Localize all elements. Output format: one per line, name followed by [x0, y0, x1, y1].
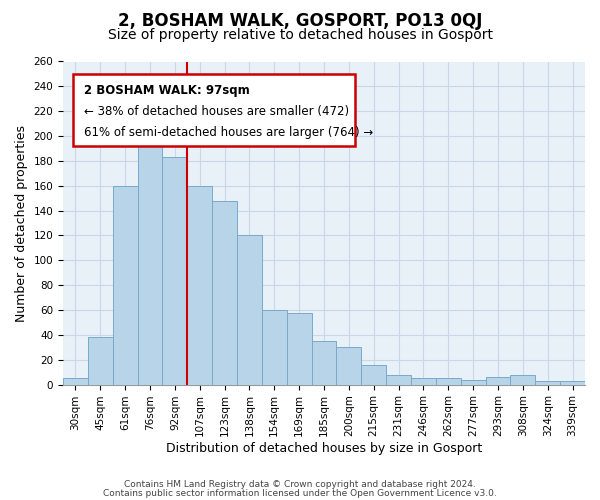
Y-axis label: Number of detached properties: Number of detached properties: [15, 124, 28, 322]
FancyBboxPatch shape: [73, 74, 355, 146]
Bar: [560, 381, 585, 384]
Bar: [212, 200, 237, 384]
Bar: [511, 374, 535, 384]
Text: 61% of semi-detached houses are larger (764) →: 61% of semi-detached houses are larger (…: [84, 126, 373, 139]
Text: ← 38% of detached houses are smaller (472): ← 38% of detached houses are smaller (47…: [84, 105, 349, 118]
Bar: [535, 381, 560, 384]
Bar: [287, 312, 311, 384]
Bar: [337, 348, 361, 385]
Bar: [88, 338, 113, 384]
Bar: [485, 377, 511, 384]
Bar: [311, 341, 337, 384]
Text: Size of property relative to detached houses in Gosport: Size of property relative to detached ho…: [107, 28, 493, 42]
Bar: [187, 186, 212, 384]
X-axis label: Distribution of detached houses by size in Gosport: Distribution of detached houses by size …: [166, 442, 482, 455]
Bar: [163, 157, 187, 384]
Bar: [361, 364, 386, 384]
Bar: [137, 111, 163, 384]
Text: Contains public sector information licensed under the Open Government Licence v3: Contains public sector information licen…: [103, 488, 497, 498]
Bar: [386, 374, 411, 384]
Text: Contains HM Land Registry data © Crown copyright and database right 2024.: Contains HM Land Registry data © Crown c…: [124, 480, 476, 489]
Bar: [237, 236, 262, 384]
Bar: [63, 378, 88, 384]
Bar: [113, 186, 137, 384]
Bar: [262, 310, 287, 384]
Text: 2 BOSHAM WALK: 97sqm: 2 BOSHAM WALK: 97sqm: [84, 84, 250, 97]
Text: 2, BOSHAM WALK, GOSPORT, PO13 0QJ: 2, BOSHAM WALK, GOSPORT, PO13 0QJ: [118, 12, 482, 30]
Bar: [461, 380, 485, 384]
Bar: [411, 378, 436, 384]
Bar: [436, 378, 461, 384]
